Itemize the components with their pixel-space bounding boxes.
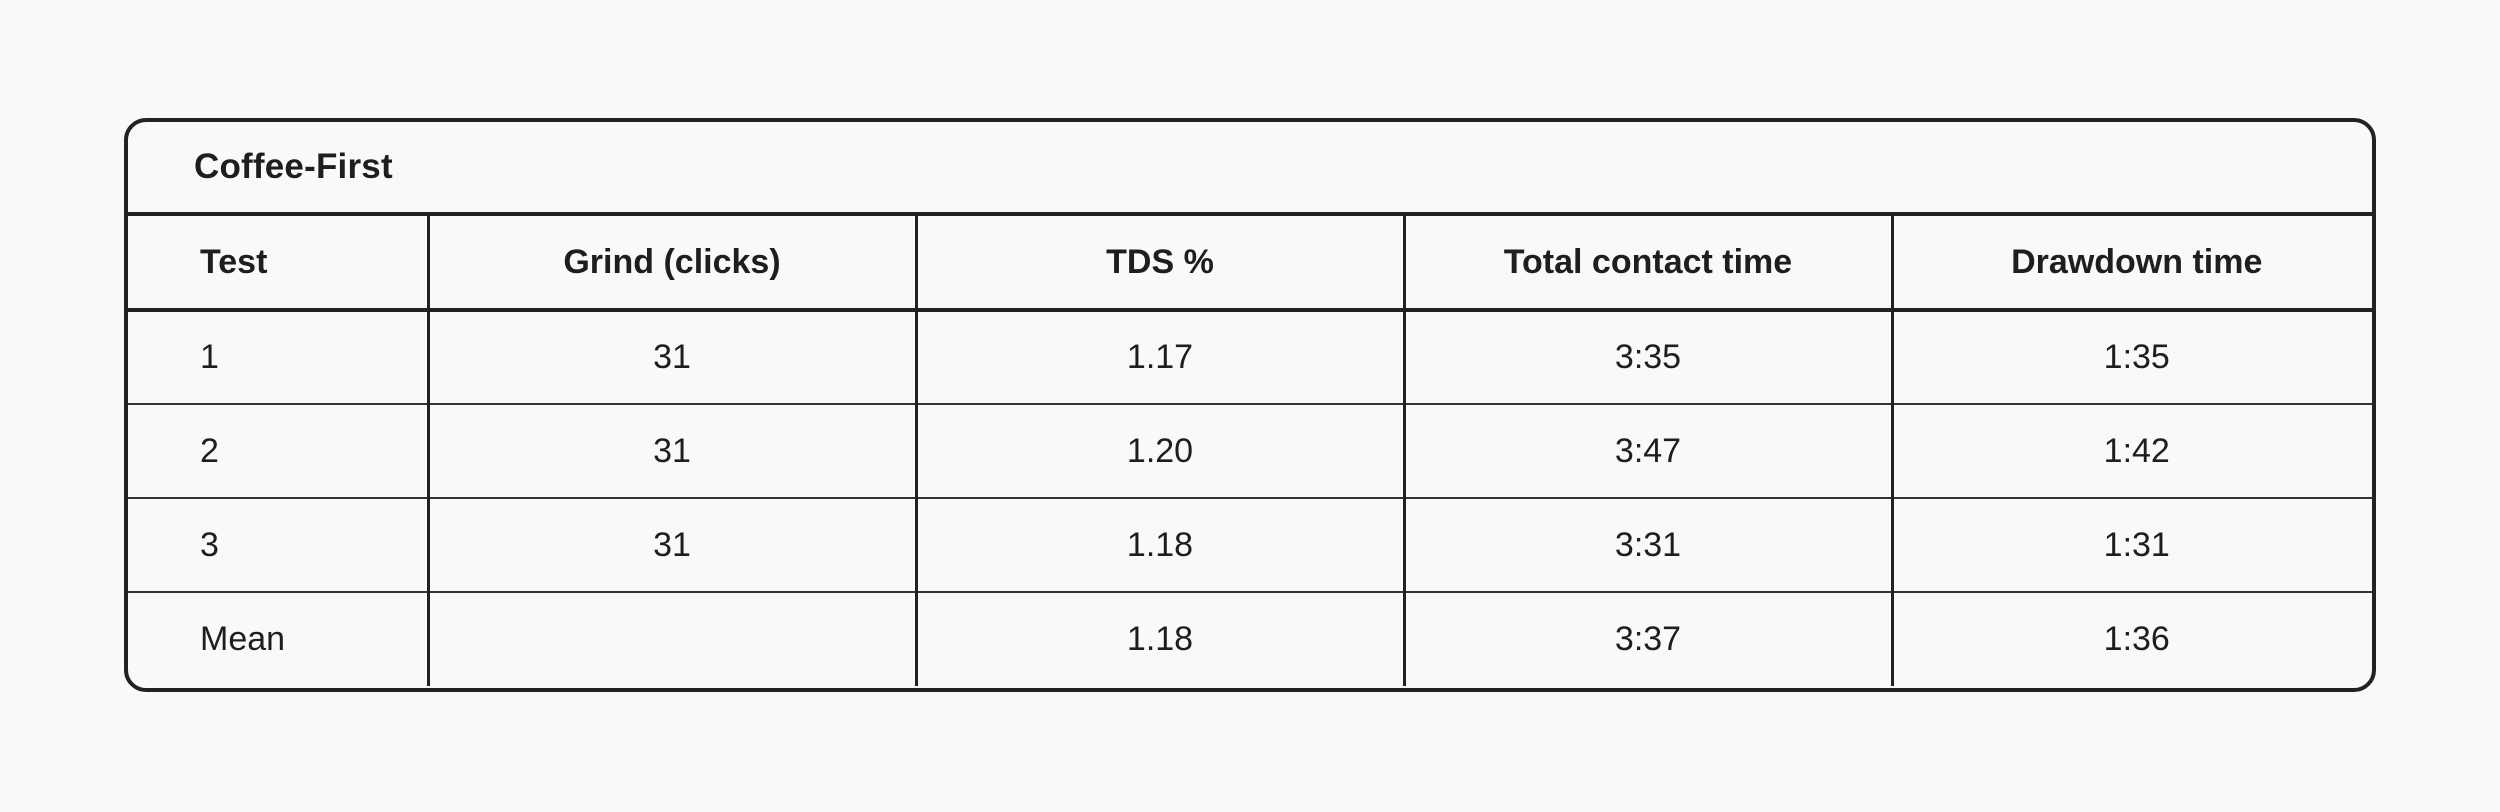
table-row: 2 31 1.20 3:47 1:42: [128, 404, 2372, 499]
header-drawdown-time: Drawdown time: [1892, 216, 2372, 312]
cell-test: 1: [128, 310, 430, 405]
cell-total-contact-time: 3:47: [1404, 404, 1894, 499]
cell-total-contact-time: 3:37: [1404, 592, 1894, 686]
cell-drawdown-time: 1:35: [1892, 310, 2372, 405]
cell-grind: 31: [428, 404, 918, 499]
cell-total-contact-time: 3:35: [1404, 310, 1894, 405]
table-title: Coffee-First: [128, 122, 2372, 216]
table-row: 3 31 1.18 3:31 1:31: [128, 498, 2372, 593]
cell-tds: 1.20: [916, 404, 1406, 499]
cell-tds: 1.18: [916, 592, 1406, 686]
table-row-mean: Mean 1.18 3:37 1:36: [128, 592, 2372, 686]
cell-test: Mean: [128, 592, 430, 686]
cell-grind: 31: [428, 310, 918, 405]
cell-test: 2: [128, 404, 430, 499]
cell-total-contact-time: 3:31: [1404, 498, 1894, 593]
cell-drawdown-time: 1:42: [1892, 404, 2372, 499]
cell-grind: 31: [428, 498, 918, 593]
header-test: Test: [128, 216, 430, 312]
results-table-card: Coffee-First Test Grind (clicks) TDS % T…: [124, 118, 2376, 692]
header-grind: Grind (clicks): [428, 216, 918, 312]
table-row: 1 31 1.17 3:35 1:35: [128, 310, 2372, 405]
cell-drawdown-time: 1:36: [2103, 620, 2170, 658]
header-total-contact-time: Total contact time: [1404, 216, 1894, 312]
cell-drawdown-time: 1:31: [1892, 498, 2372, 593]
cell-tds: 1.18: [916, 498, 1406, 593]
results-table: Test Grind (clicks) TDS % Total contact …: [128, 216, 2372, 686]
cell-tds: 1.17: [916, 310, 1406, 405]
cell-test: 3: [128, 498, 430, 593]
header-tds: TDS %: [916, 216, 1406, 312]
header-row: Test Grind (clicks) TDS % Total contact …: [128, 216, 2372, 312]
cell-grind: [428, 592, 918, 686]
